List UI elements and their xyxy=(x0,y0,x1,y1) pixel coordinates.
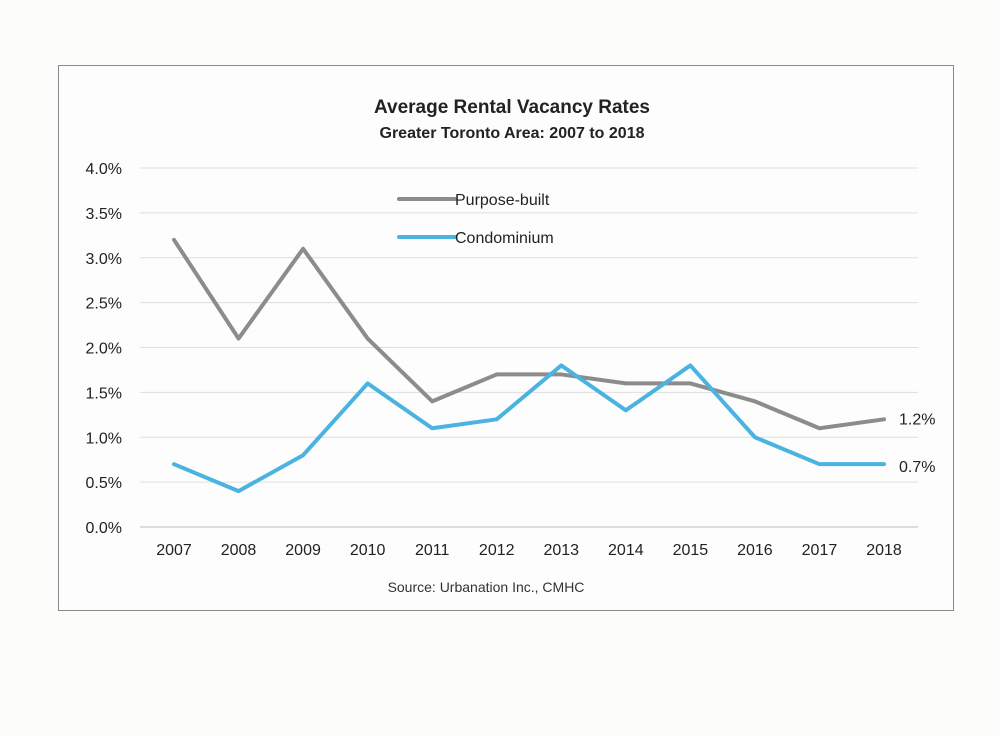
x-tick-label: 2015 xyxy=(673,542,709,559)
y-tick-label: 3.0% xyxy=(86,251,122,268)
series-line-condominium xyxy=(172,363,886,494)
x-tick-label: 2008 xyxy=(221,542,257,559)
series-line-purpose-built xyxy=(172,237,886,431)
end-value-label: 1.2% xyxy=(899,411,935,428)
x-tick-label: 2007 xyxy=(156,542,192,559)
x-tick-label: 2016 xyxy=(737,542,773,559)
chart-subtitle: Greater Toronto Area: 2007 to 2018 xyxy=(380,125,645,142)
end-value-label: 0.7% xyxy=(899,459,935,476)
x-tick-label: 2013 xyxy=(543,542,579,559)
y-tick-label: 0.5% xyxy=(86,475,122,492)
x-tick-label: 2014 xyxy=(608,542,644,559)
y-tick-label: 2.0% xyxy=(86,341,122,358)
legend: Purpose-built Condominium xyxy=(397,192,554,247)
source-note: Source: Urbanation Inc., CMHC xyxy=(388,579,585,595)
x-axis-ticks: 2007 2008 2009 2010 2011 2012 2013 2014 2015 2016… xyxy=(156,542,902,559)
series-lines xyxy=(172,237,886,494)
y-tick-label: 1.0% xyxy=(86,430,122,447)
y-tick-label: 0.0% xyxy=(86,520,122,537)
y-tick-label: 1.5% xyxy=(86,385,122,402)
chart-title: Average Rental Vacancy Rates xyxy=(374,97,650,118)
x-tick-label: 2010 xyxy=(350,542,386,559)
legend-label: Condominium xyxy=(455,230,554,247)
x-tick-label: 2012 xyxy=(479,542,515,559)
x-tick-label: 2017 xyxy=(802,542,838,559)
y-tick-label: 4.0% xyxy=(86,161,122,178)
y-axis-ticks: 0.0% 0.5% 1.0% 1.5% 2.0% 2.5% 3.0% 3.5% 4.0% xyxy=(86,161,122,537)
x-tick-label: 2011 xyxy=(415,542,450,559)
y-tick-label: 2.5% xyxy=(86,296,122,313)
gridlines xyxy=(140,167,918,528)
x-tick-label: 2018 xyxy=(866,542,902,559)
legend-label: Purpose-built xyxy=(455,192,550,209)
x-tick-label: 2009 xyxy=(285,542,321,559)
chart-frame xyxy=(58,65,954,611)
end-labels: 1.2% 0.7% xyxy=(899,411,935,476)
y-tick-label: 3.5% xyxy=(86,206,122,223)
